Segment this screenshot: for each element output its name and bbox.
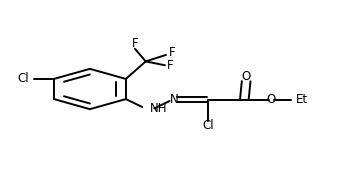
Text: F: F <box>167 59 174 72</box>
Text: O: O <box>242 70 251 83</box>
Text: F: F <box>131 37 138 50</box>
Text: F: F <box>169 46 175 59</box>
Text: O: O <box>267 93 276 106</box>
Text: Cl: Cl <box>18 72 29 85</box>
Text: Cl: Cl <box>202 119 214 132</box>
Text: N: N <box>170 93 178 106</box>
Text: Et: Et <box>296 93 308 106</box>
Text: NH: NH <box>150 102 167 115</box>
